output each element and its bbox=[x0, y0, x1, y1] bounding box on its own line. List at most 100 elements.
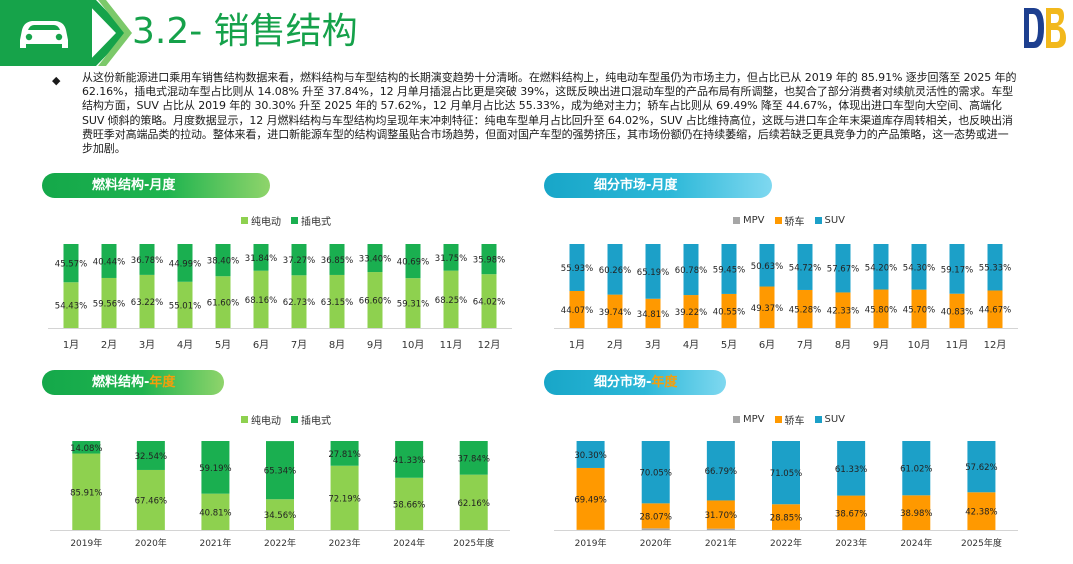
data-label: 55.93% bbox=[561, 264, 593, 274]
data-label: 40.81% bbox=[199, 508, 231, 518]
section-segment-monthly-label: 细分市场-月度 bbox=[594, 178, 678, 193]
bar-segment bbox=[949, 244, 965, 294]
bar-segment bbox=[177, 281, 193, 328]
data-label: 64.02% bbox=[473, 298, 505, 308]
bar-segment bbox=[367, 272, 383, 328]
x-tick-label: 12月 bbox=[984, 339, 1007, 351]
x-tick-label: 2021年 bbox=[199, 537, 231, 549]
bar-segment bbox=[367, 244, 383, 273]
data-label: 34.81% bbox=[637, 310, 669, 320]
data-label: 54.43% bbox=[55, 302, 87, 312]
data-label: 44.99% bbox=[169, 259, 201, 269]
x-tick-label: 2023年 bbox=[329, 537, 361, 549]
bar-segment bbox=[967, 441, 996, 493]
section-segment-yearly: 细分市场-年度 bbox=[544, 370, 726, 395]
data-label: 65.34% bbox=[264, 467, 296, 477]
bar-segment bbox=[576, 441, 605, 468]
section-segment-yearly-highlight: 年度 bbox=[651, 375, 678, 390]
chart-segment-monthly: 44.07% 55.93% 1月 39.74% 60.26% 2月 34.81% 65.19%… bbox=[554, 244, 1018, 351]
data-label: 37.84% bbox=[458, 454, 490, 464]
data-label: 61.60% bbox=[207, 299, 239, 309]
x-tick-label: 2025年度 bbox=[453, 537, 494, 549]
data-label: 66.79% bbox=[705, 467, 737, 477]
bar-segment bbox=[101, 244, 117, 278]
legend-label: MPV bbox=[743, 414, 765, 425]
bar-segment bbox=[721, 244, 737, 294]
legend-item-0: MPV bbox=[733, 215, 765, 226]
bar-segment bbox=[987, 290, 1003, 328]
data-label: 72.19% bbox=[328, 494, 360, 504]
legend-swatch bbox=[733, 217, 740, 224]
x-tick-label: 2月 bbox=[101, 339, 117, 351]
bar-segment bbox=[443, 270, 459, 328]
bar-segment bbox=[395, 441, 424, 478]
legend-swatch bbox=[814, 416, 822, 423]
x-tick-label: 7月 bbox=[291, 339, 307, 351]
page-title: 3.2- 销售结构 bbox=[132, 11, 358, 52]
bar-segment bbox=[835, 292, 851, 328]
x-tick-label: 2025年度 bbox=[961, 537, 1002, 549]
bar-segment bbox=[291, 275, 307, 328]
x-tick-label: 1月 bbox=[569, 339, 585, 351]
bar-segment bbox=[136, 441, 165, 470]
bar-segment bbox=[139, 274, 155, 328]
data-label: 38.40% bbox=[207, 257, 239, 267]
bullet-diamond-icon: ◆ bbox=[52, 74, 61, 87]
x-tick-label: 4月 bbox=[177, 339, 193, 351]
bar-segment bbox=[772, 441, 800, 505]
section-segment-monthly: 细分市场-月度 bbox=[544, 173, 772, 198]
x-tick-label: 2020年 bbox=[135, 537, 167, 549]
bar-segment bbox=[706, 500, 735, 529]
x-tick-label: 3月 bbox=[645, 339, 661, 351]
x-tick-label: 2020年 bbox=[640, 537, 672, 549]
bar-segment bbox=[759, 286, 775, 328]
legend-swatch bbox=[774, 416, 782, 423]
data-label: 62.73% bbox=[283, 298, 315, 308]
data-label: 63.22% bbox=[131, 298, 163, 308]
x-tick-label: 4月 bbox=[683, 339, 699, 351]
bar-segment bbox=[645, 244, 661, 299]
data-label: 36.78% bbox=[131, 256, 163, 266]
bar-segment bbox=[967, 492, 996, 530]
bar-segment bbox=[902, 495, 931, 530]
bar-segment bbox=[330, 465, 359, 530]
x-tick-label: 8月 bbox=[329, 339, 345, 351]
data-label: 65.19% bbox=[637, 268, 669, 278]
legend-segment-monthly: MPV 轿车 SUV bbox=[733, 213, 845, 228]
legend-label: 插电式 bbox=[301, 217, 331, 228]
car-icon bbox=[20, 21, 68, 48]
data-label: 41.33% bbox=[393, 456, 425, 466]
x-tick-label: 2024年 bbox=[393, 537, 425, 549]
bar-segment bbox=[63, 282, 79, 328]
data-label: 49.37% bbox=[751, 304, 783, 314]
data-label: 44.07% bbox=[561, 306, 593, 316]
data-label: 59.31% bbox=[397, 300, 429, 310]
bar-segment bbox=[902, 441, 931, 496]
x-tick-label: 10月 bbox=[908, 339, 931, 351]
x-tick-label: 7月 bbox=[797, 339, 813, 351]
bar-segment bbox=[772, 504, 800, 530]
bar-segment bbox=[72, 441, 101, 454]
data-label: 68.16% bbox=[245, 296, 277, 306]
data-label: 66.60% bbox=[359, 297, 391, 307]
section-fuel-yearly-label: 燃料结构- bbox=[92, 375, 150, 390]
legend-swatch bbox=[291, 217, 298, 224]
section-segment-yearly-label: 细分市场- bbox=[594, 375, 652, 390]
x-tick-label: 3月 bbox=[139, 339, 155, 351]
data-label: 54.30% bbox=[903, 263, 935, 273]
data-label: 59.17% bbox=[941, 265, 973, 275]
legend-item-1: 插电式 bbox=[291, 213, 331, 228]
x-tick-label: 2022年 bbox=[770, 537, 802, 549]
data-label: 68.25% bbox=[435, 296, 467, 306]
legend-item-0: 纯电动 bbox=[241, 213, 281, 228]
data-label: 36.85% bbox=[321, 256, 353, 266]
data-label: 38.67% bbox=[835, 509, 867, 519]
bar-segment bbox=[405, 244, 421, 279]
section-fuel-monthly: 燃料结构-月度 bbox=[42, 173, 270, 198]
bar-segment bbox=[949, 293, 965, 328]
bar-segment bbox=[63, 244, 79, 283]
bar-segment bbox=[911, 289, 927, 328]
data-label: 63.15% bbox=[321, 298, 353, 308]
x-tick-label: 2022年 bbox=[264, 537, 296, 549]
chart-fuel-monthly: 54.43% 45.57% 1月 59.56% 40.44% 2月 63.22% 36.78%… bbox=[48, 244, 512, 351]
